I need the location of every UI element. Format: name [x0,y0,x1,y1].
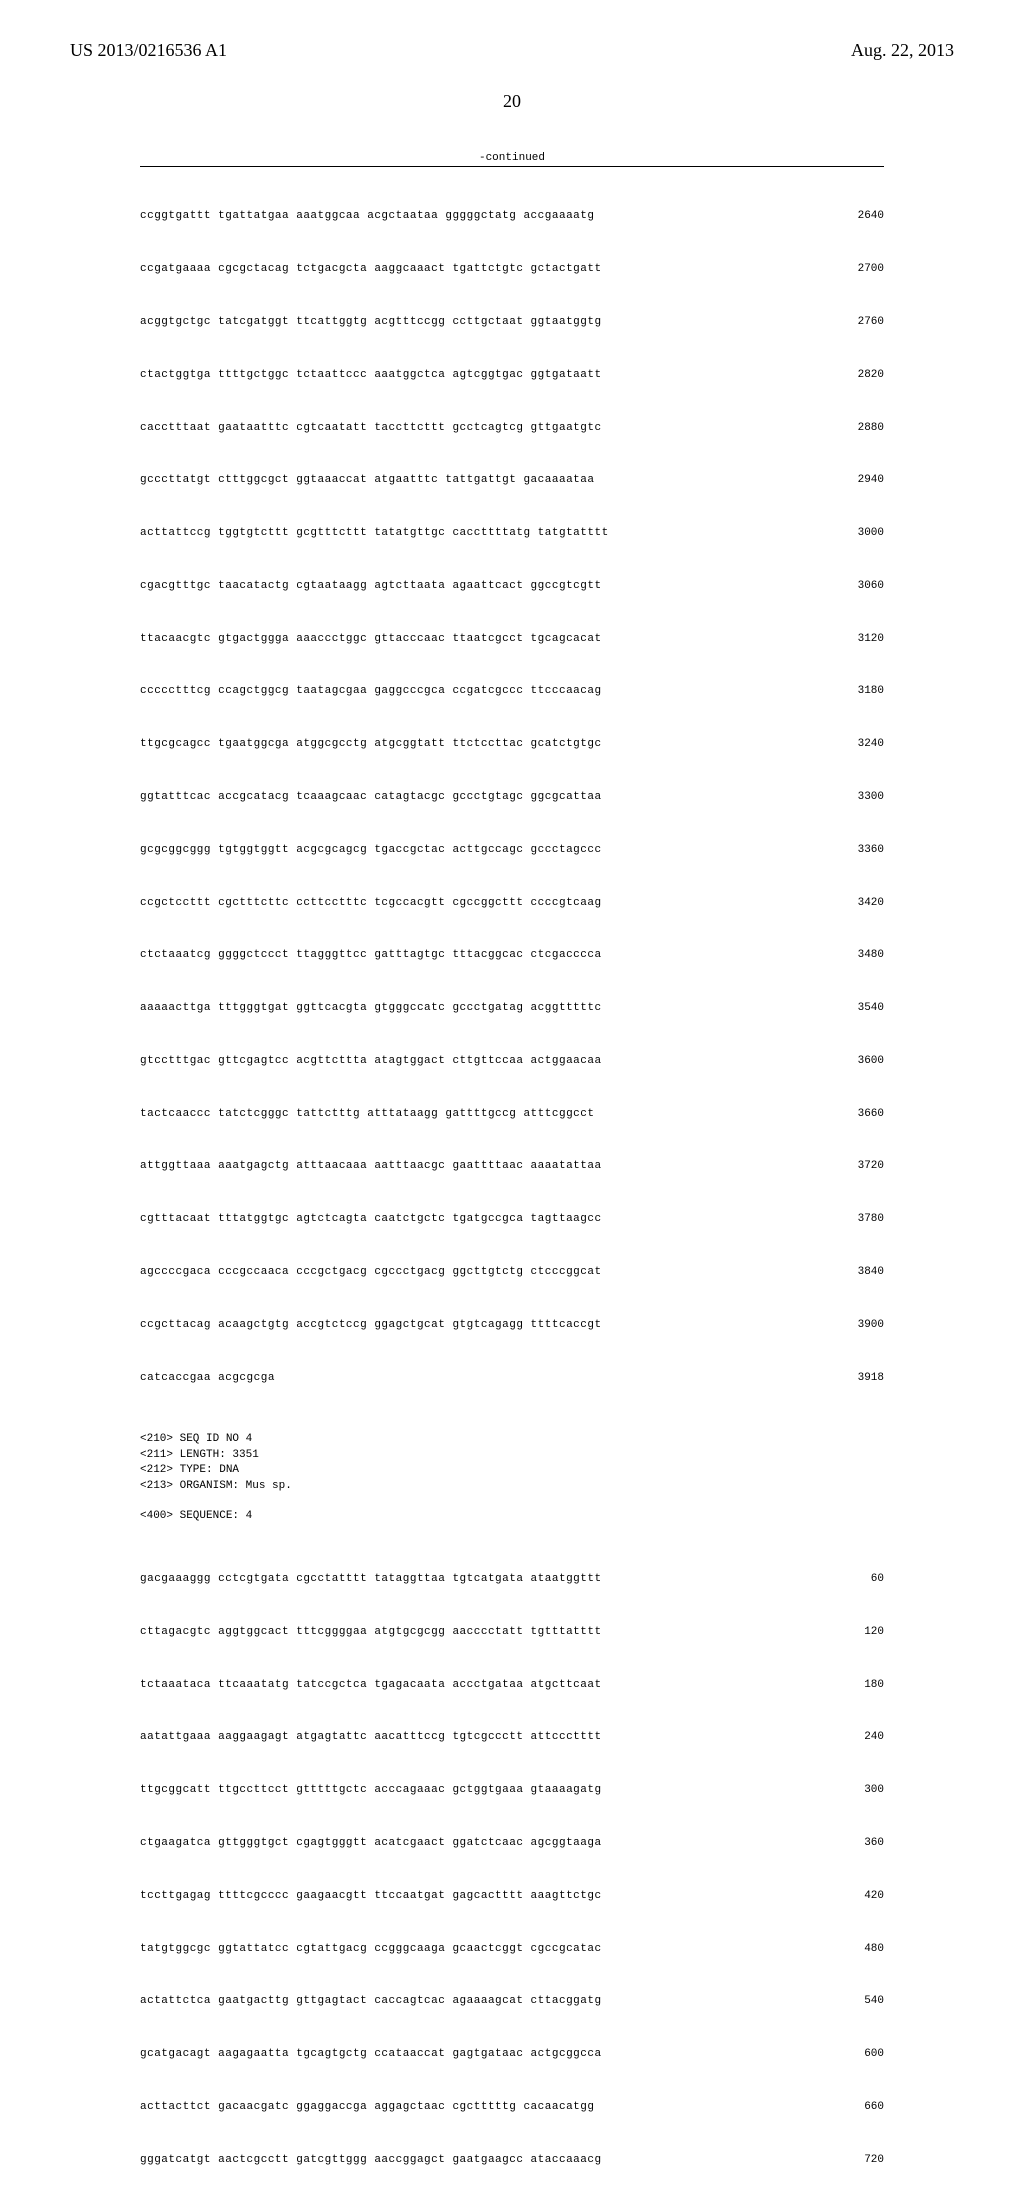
seq-row: acttacttct gacaacgatc ggaggaccga aggagct… [140,2094,884,2120]
continued-label: -continued [70,152,954,164]
sequence-block-2: gacgaaaggg cctcgtgata cgcctatttt tataggt… [140,1540,884,2199]
meta-organism: <213> ORGANISM: Mus sp. [140,1479,884,1494]
seq-row: ccgatgaaaa cgcgctacag tctgacgcta aaggcaa… [140,256,884,282]
seq-row: ttgcggcatt ttgccttcct gtttttgctc acccaga… [140,1777,884,1803]
seq-row: cgacgtttgc taacatactg cgtaataagg agtctta… [140,573,884,599]
seq-row: cgtttacaat tttatggtgc agtctcagta caatctg… [140,1206,884,1232]
seq-row: acggtgctgc tatcgatggt ttcattggtg acgtttc… [140,309,884,335]
publication-date: Aug. 22, 2013 [851,40,954,61]
divider-top [140,166,884,167]
meta-seq-id: <210> SEQ ID NO 4 [140,1432,884,1447]
publication-number: US 2013/0216536 A1 [70,40,227,61]
meta-type: <212> TYPE: DNA [140,1463,884,1478]
seq-row: ccccctttcg ccagctggcg taatagcgaa gaggccc… [140,678,884,704]
seq-row: tatgtggcgc ggtattatcc cgtattgacg ccgggca… [140,1936,884,1962]
meta-sequence: <400> SEQUENCE: 4 [140,1509,884,1524]
seq-row: ctactggtga ttttgctggc tctaattccc aaatggc… [140,362,884,388]
seq-row: gtcctttgac gttcgagtcc acgttcttta atagtgg… [140,1048,884,1074]
seq-row: gcatgacagt aagagaatta tgcagtgctg ccataac… [140,2041,884,2067]
seq-row: cttagacgtc aggtggcact tttcggggaa atgtgcg… [140,1619,884,1645]
seq-row: ccggtgattt tgattatgaa aaatggcaa acgctaat… [140,203,884,229]
seq-row: gcccttatgt ctttggcgct ggtaaaccat atgaatt… [140,467,884,493]
seq-row: attggttaaa aaatgagctg atttaacaaa aatttaa… [140,1153,884,1179]
seq-row: tccttgagag ttttcgcccc gaagaacgtt ttccaat… [140,1883,884,1909]
seq-row: gacgaaaggg cctcgtgata cgcctatttt tataggt… [140,1566,884,1592]
seq-row: catcaccgaa acgcgcga3918 [140,1365,884,1391]
seq-row: ctctaaatcg ggggctccct ttagggttcc gatttag… [140,942,884,968]
page-number: 20 [70,91,954,112]
seq-row: ccgctccttt cgctttcttc ccttcctttc tcgccac… [140,890,884,916]
seq-row: ggtatttcac accgcatacg tcaaagcaac catagta… [140,784,884,810]
seq-row: ttacaacgtc gtgactggga aaaccctggc gttaccc… [140,626,884,652]
sequence-meta: <210> SEQ ID NO 4 <211> LENGTH: 3351 <21… [140,1432,884,1524]
seq-row: gcgcggcggg tgtggtggtt acgcgcagcg tgaccgc… [140,837,884,863]
seq-row: tactcaaccc tatctcgggc tattctttg atttataa… [140,1101,884,1127]
seq-row: tctaaataca ttcaaatatg tatccgctca tgagaca… [140,1672,884,1698]
seq-row: ttgcgcagcc tgaatggcga atggcgcctg atgcggt… [140,731,884,757]
seq-row: aatattgaaa aaggaagagt atgagtattc aacattt… [140,1724,884,1750]
page-header: US 2013/0216536 A1 Aug. 22, 2013 [70,40,954,61]
seq-row: cacctttaat gaataatttc cgtcaatatt taccttc… [140,415,884,441]
seq-row: agccccgaca cccgccaaca cccgctgacg cgccctg… [140,1259,884,1285]
seq-row: ctgaagatca gttgggtgct cgagtgggtt acatcga… [140,1830,884,1856]
seq-row: acttattccg tggtgtcttt gcgtttcttt tatatgt… [140,520,884,546]
seq-row: aaaaacttga tttgggtgat ggttcacgta gtgggcc… [140,995,884,1021]
sequence-block-1: ccggtgattt tgattatgaa aaatggcaa acgctaat… [140,177,884,1417]
meta-length: <211> LENGTH: 3351 [140,1448,884,1463]
seq-row: ccgcttacag acaagctgtg accgtctccg ggagctg… [140,1312,884,1338]
seq-row: actattctca gaatgacttg gttgagtact caccagt… [140,1988,884,2014]
seq-row: gggatcatgt aactcgcctt gatcgttggg aaccgga… [140,2147,884,2173]
